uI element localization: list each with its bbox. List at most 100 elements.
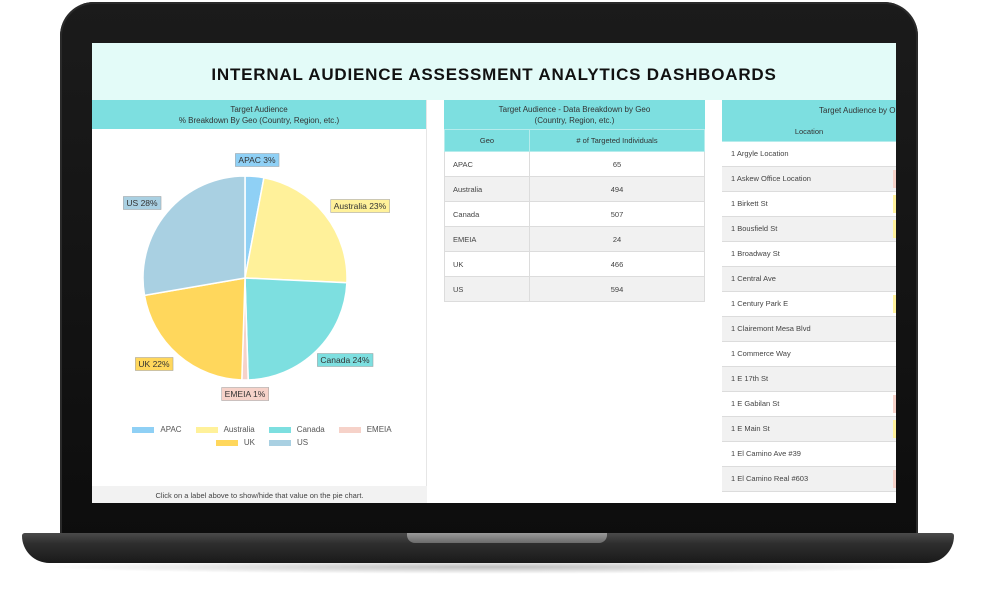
pie-footer-note: Click on a label above to show/hide that… [92, 486, 427, 503]
location-name: 1 Askew Office Location [731, 174, 811, 183]
pie-label-text: Canada 24% [320, 355, 370, 365]
geo-table: Geo # of Targeted Individuals APAC 65 Aust… [444, 129, 705, 302]
legend-swatch [215, 439, 238, 446]
legend-label: EMEIA [366, 425, 392, 434]
pie-label-box [135, 357, 174, 371]
table-row: UK 466 [444, 251, 705, 277]
column-header-geo[interactable]: Geo [444, 129, 530, 152]
laptop-base [22, 533, 954, 563]
legend-swatch [268, 426, 291, 433]
geo-cell: Canada [444, 201, 530, 227]
row-value-edge [893, 395, 896, 413]
legend-label: UK [243, 438, 255, 447]
location-name: 1 Central Ave [731, 274, 776, 283]
row-value-edge [893, 195, 896, 213]
location-row: 1 Century Park E [722, 292, 896, 317]
table-row: EMEIA 24 [444, 226, 705, 252]
pie-label-box [235, 153, 280, 167]
legend-label: Canada [296, 425, 325, 434]
pie-label-australia: Australia 23% [330, 199, 390, 213]
pie-panel-header: Target Audience % Breakdown By Geo (Coun… [92, 100, 426, 129]
legend-label: Australia [223, 425, 255, 434]
pie-label-text: APAC 3% [238, 155, 276, 165]
targeted-count-cell: 24 [529, 226, 705, 252]
geo-table-header: Target Audience - Data Breakdown by Geo … [444, 100, 705, 129]
location-row: 1 Askew Office Location [722, 167, 896, 192]
pie-slice-us[interactable] [142, 175, 246, 297]
geo-cell: APAC [444, 151, 530, 177]
legend-swatch [132, 426, 155, 433]
geo-cell: Australia [444, 176, 530, 202]
laptop-shadow [40, 560, 940, 574]
location-name: 1 Bousfield St [731, 224, 778, 233]
title-band: INTERNAL AUDIENCE ASSESSMENT ANALYTICS D… [92, 43, 896, 100]
legend-item-emeia[interactable]: EMEIA [338, 425, 392, 434]
table-row: US 594 [444, 276, 705, 302]
pie-slice-australia[interactable] [244, 176, 348, 284]
location-panel-header: Target Audience by O [722, 100, 896, 120]
pie-label-apac: APAC 3% [235, 153, 280, 167]
pie-label-canada: Canada 24% [317, 353, 374, 367]
location-row: 1 Commerce Way [722, 342, 896, 367]
targeted-count-cell: 594 [529, 276, 705, 302]
legend-swatch [269, 439, 291, 446]
dashboard-screen: INTERNAL AUDIENCE ASSESSMENT ANALYTICS D… [92, 43, 896, 503]
targeted-count-cell: 507 [529, 201, 705, 227]
legend-item-us[interactable]: US [269, 438, 308, 447]
geo-cell: UK [444, 251, 530, 277]
pie-legend: APAC Australia Canada EMEIA UK US [112, 425, 412, 447]
pie-label-text: US 28% [126, 198, 158, 208]
pie-svg: APAC 3% Australia 23% Canada 24% EMEIA 1% UK… [123, 153, 390, 401]
row-value-edge [893, 295, 896, 313]
location-row: 1 Central Ave [722, 267, 896, 292]
pie-label-uk: UK 22% [135, 357, 174, 371]
pie-slice-canada[interactable] [244, 277, 348, 381]
pie-chart: APAC 3% Australia 23% Canada 24% EMEIA 1% UK… [92, 129, 427, 449]
pie-panel: Target Audience % Breakdown By Geo (Coun… [92, 100, 427, 503]
pie-slice-uk[interactable] [143, 277, 246, 381]
geo-table-panel: Target Audience - Data Breakdown by Geo … [444, 100, 705, 302]
pie-label-box [317, 353, 374, 367]
location-row: 1 Argyle Location [722, 142, 896, 167]
location-name: 1 E Main St [731, 424, 770, 433]
legend-item-canada[interactable]: Canada [268, 425, 325, 434]
legend-item-uk[interactable]: UK [215, 438, 255, 447]
column-header-targeted[interactable]: # of Targeted Individuals [529, 129, 705, 152]
pie-label-emeia: EMEIA 1% [221, 387, 269, 401]
table-row: Canada 507 [444, 201, 705, 227]
pie-panel-subtitle: % Breakdown By Geo (Country, Region, etc… [178, 116, 340, 125]
location-name: 1 Clairemont Mesa Blvd [731, 324, 811, 333]
location-row: 1 El Camino Real #603 [722, 467, 896, 492]
geo-cell: US [444, 276, 530, 302]
location-row: 1 El Camino Ave #39 [722, 442, 896, 467]
targeted-count-cell: 65 [529, 151, 705, 177]
targeted-count-cell: 494 [529, 176, 705, 202]
location-list: 1 Argyle Location 1 Askew Office Location… [722, 142, 896, 492]
pie-label-box [221, 387, 269, 401]
pie-label-box [123, 196, 162, 210]
location-name: 1 Commerce Way [731, 349, 791, 358]
location-row: 1 Birkett St [722, 192, 896, 217]
location-name: 1 E Gabilan St [731, 399, 780, 408]
laptop-notch [407, 533, 607, 543]
dashboard-title: INTERNAL AUDIENCE ASSESSMENT ANALYTICS D… [211, 65, 777, 84]
pie-panel-title: Target Audience [230, 105, 288, 114]
location-name: 1 E 17th St [731, 374, 769, 383]
geo-table-subtitle: (Country, Region, etc.) [534, 116, 615, 125]
legend-label: APAC [160, 425, 182, 434]
location-name: 1 Broadway St [731, 249, 780, 258]
location-name: 1 El Camino Real #603 [731, 474, 809, 483]
column-header-location[interactable]: Location [722, 120, 896, 142]
table-row: APAC 65 [444, 151, 705, 177]
legend-item-australia[interactable]: Australia [195, 425, 255, 434]
pie-label-us: US 28% [123, 196, 162, 210]
table-row: Australia 494 [444, 176, 705, 202]
pie-label-text: UK 22% [138, 359, 170, 369]
legend-item-apac[interactable]: APAC [132, 425, 182, 434]
row-value-edge [893, 220, 896, 238]
row-value-edge [893, 420, 896, 438]
location-row: 1 Broadway St [722, 242, 896, 267]
location-row: 1 Bousfield St [722, 217, 896, 242]
location-name: 1 Argyle Location [731, 149, 789, 158]
location-name: 1 Birkett St [731, 199, 768, 208]
